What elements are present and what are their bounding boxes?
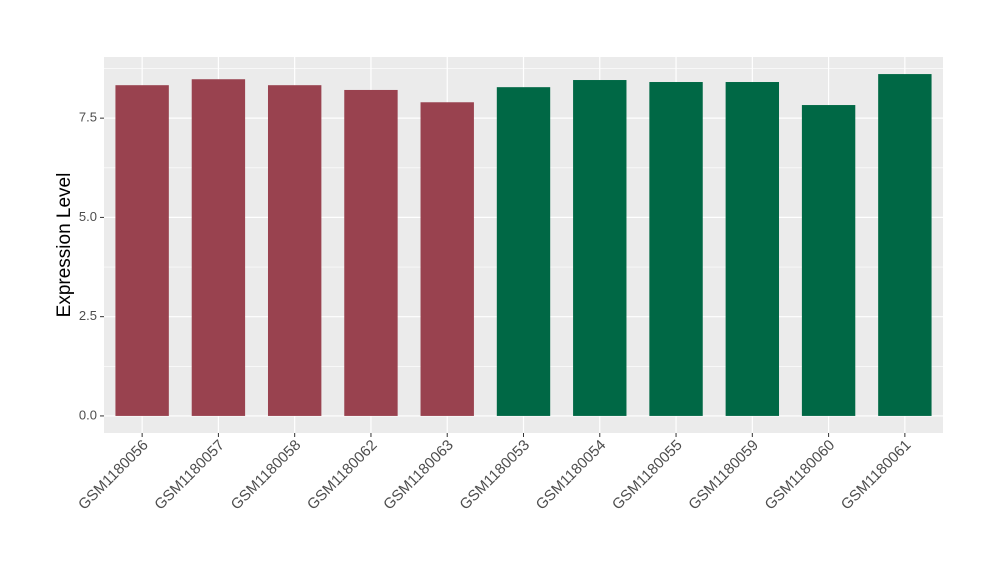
x-tick-label: GSM1180063 bbox=[380, 437, 457, 514]
bar bbox=[496, 87, 551, 416]
bar bbox=[801, 105, 856, 416]
y-tick-label: 7.5 bbox=[79, 110, 97, 125]
x-tick-label: GSM1180056 bbox=[75, 437, 152, 514]
x-tick-label: GSM1180053 bbox=[456, 437, 533, 514]
bar bbox=[725, 82, 780, 416]
y-tick-label: 2.5 bbox=[79, 308, 97, 323]
x-tick-label: GSM1180055 bbox=[609, 437, 686, 514]
x-tick-label: GSM1180062 bbox=[304, 437, 381, 514]
bar bbox=[878, 74, 932, 416]
x-tick-label: GSM1180058 bbox=[228, 437, 305, 514]
bar bbox=[573, 80, 627, 416]
y-axis-title: Expression Level bbox=[54, 173, 75, 318]
y-tick-label: 0.0 bbox=[79, 407, 97, 422]
x-tick-label: GSM1180060 bbox=[762, 437, 839, 514]
x-tick-label: GSM1180057 bbox=[151, 437, 228, 514]
bar bbox=[420, 102, 474, 416]
bar bbox=[191, 79, 246, 416]
bar bbox=[267, 85, 322, 416]
x-tick-label: GSM1180059 bbox=[685, 437, 762, 514]
bar bbox=[649, 82, 703, 416]
x-tick-label: GSM1180054 bbox=[533, 437, 610, 514]
y-tick-label: 5.0 bbox=[79, 209, 97, 224]
bar bbox=[344, 89, 398, 416]
bar bbox=[115, 85, 169, 416]
x-tick-label: GSM1180061 bbox=[838, 437, 915, 514]
